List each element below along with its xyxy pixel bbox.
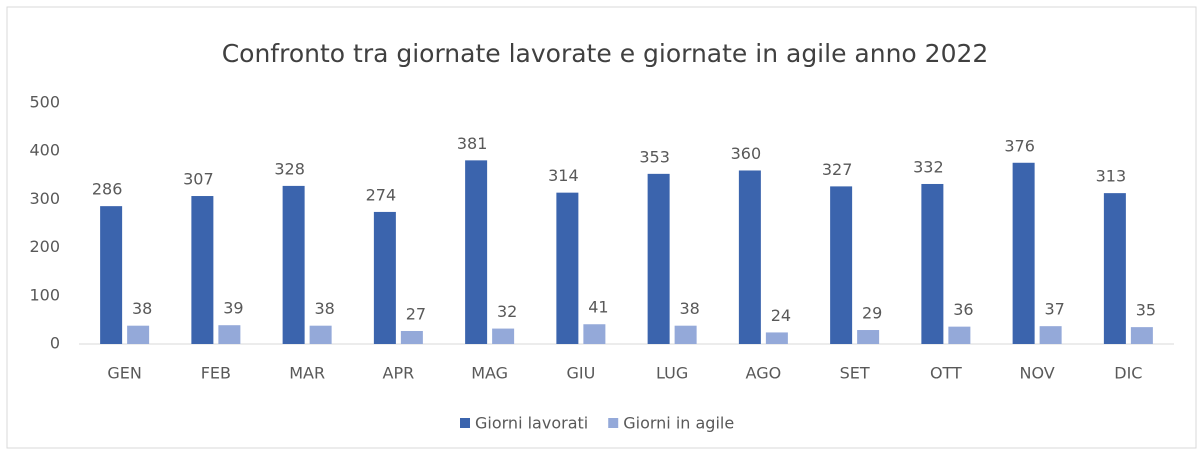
y-tick-label: 400 (29, 141, 60, 160)
bar (857, 330, 880, 344)
y-tick-label: 500 (29, 93, 60, 112)
data-label: 360 (731, 144, 762, 163)
data-label: 307 (183, 170, 214, 189)
bar (373, 211, 396, 344)
data-label: 313 (1096, 167, 1127, 186)
data-label: 27 (406, 304, 426, 323)
bar (738, 170, 761, 344)
data-label: 376 (1004, 136, 1035, 155)
bar (100, 206, 123, 344)
x-tick-label: GIU (566, 364, 595, 383)
bar (647, 173, 670, 344)
data-label: 38 (132, 299, 152, 318)
data-label: 35 (1136, 301, 1156, 320)
bar (282, 185, 305, 344)
data-label: 37 (1044, 300, 1064, 319)
data-label: 332 (913, 157, 944, 176)
y-tick-label: 100 (29, 285, 60, 304)
x-tick-label: AGO (746, 364, 782, 383)
bar (465, 160, 488, 344)
data-label: 381 (457, 134, 488, 153)
y-tick-label: 0 (50, 334, 60, 353)
data-label: 36 (953, 300, 973, 319)
x-tick-label: APR (383, 364, 415, 383)
bar (830, 186, 853, 344)
bar (948, 326, 971, 344)
bar (1103, 193, 1126, 344)
data-label: 328 (274, 159, 305, 178)
bar (218, 325, 241, 344)
bar (309, 325, 332, 344)
data-label: 41 (588, 298, 608, 317)
data-label: 24 (771, 306, 791, 325)
x-tick-label: FEB (201, 364, 231, 383)
bar (921, 183, 944, 344)
bar (583, 324, 606, 344)
bar (556, 192, 579, 344)
x-tick-label: SET (840, 364, 870, 383)
bar (1130, 327, 1153, 344)
data-label: 29 (862, 304, 882, 323)
data-label: 314 (548, 166, 579, 185)
bar (1039, 326, 1062, 344)
y-tick-label: 300 (29, 189, 60, 208)
chart-title: Confronto tra giornate lavorate e giorna… (222, 39, 989, 68)
x-tick-label: MAG (471, 364, 508, 383)
x-tick-label: NOV (1020, 364, 1055, 383)
data-label: 32 (497, 302, 517, 321)
bar (674, 325, 697, 344)
data-label: 274 (366, 185, 397, 204)
legend-swatch (608, 418, 619, 428)
y-tick-label: 200 (29, 237, 60, 256)
data-label: 327 (822, 160, 853, 179)
data-label: 38 (679, 299, 699, 318)
legend-swatch (460, 418, 470, 428)
legend-label: Giorni lavorati (475, 414, 588, 433)
bar (765, 332, 788, 344)
x-tick-label: MAR (289, 364, 325, 383)
x-tick-label: DIC (1114, 364, 1142, 383)
bar (400, 330, 423, 344)
data-label: 286 (92, 180, 123, 199)
x-tick-label: LUG (656, 364, 688, 383)
data-label: 353 (639, 147, 670, 166)
bar (492, 328, 515, 344)
data-label: 39 (223, 299, 243, 318)
bar (191, 196, 214, 344)
bar (1012, 162, 1035, 344)
legend-label: Giorni in agile (623, 414, 734, 433)
x-tick-label: GEN (107, 364, 141, 383)
bar (127, 325, 150, 344)
data-label: 38 (314, 299, 334, 318)
x-tick-label: OTT (930, 364, 962, 383)
